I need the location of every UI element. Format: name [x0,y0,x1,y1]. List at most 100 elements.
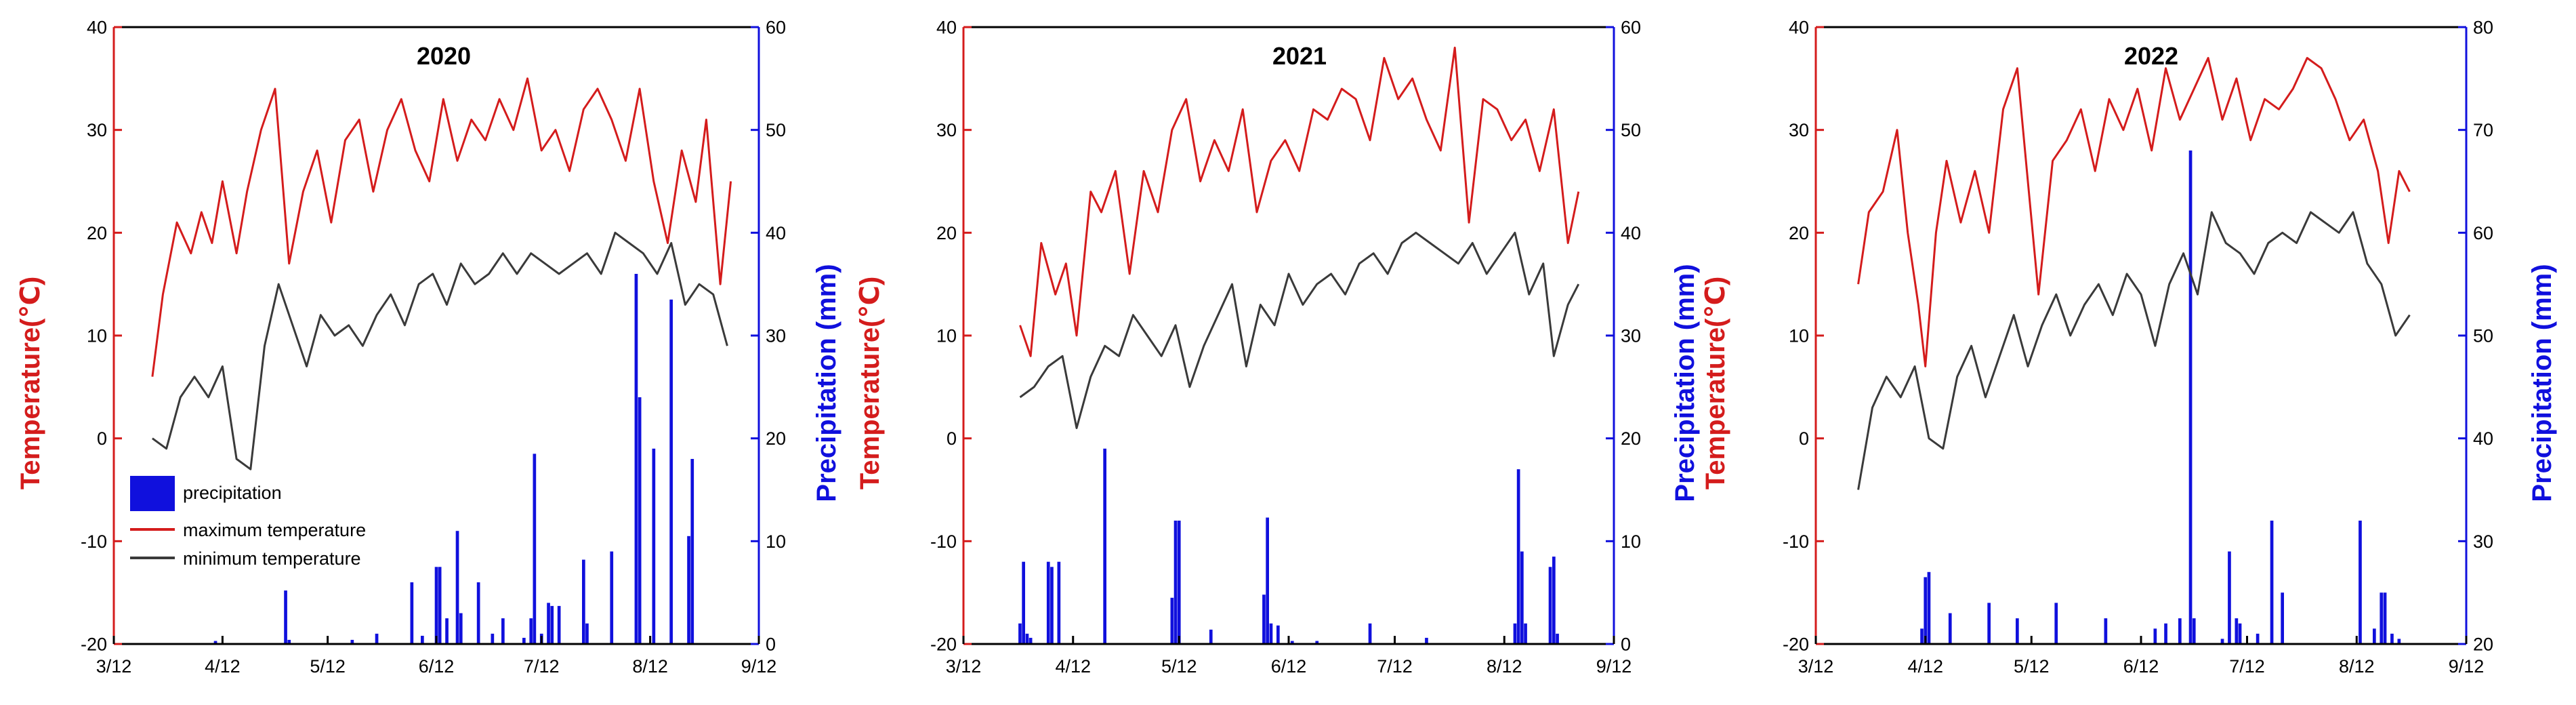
y-left-tick-label: 40 [1789,17,1809,37]
precipitation-bar [455,531,459,644]
y-right-tick-label: 30 [766,325,786,346]
precipitation-bar [1046,561,1050,644]
precipitation-bar [2359,521,2362,644]
max-temperature-line [1019,46,1580,357]
precipitation-bar [547,603,550,644]
precipitation-bar [2373,628,2376,645]
y-right-tick-label: 0 [1621,634,1631,654]
precipitation-bar [1177,521,1181,644]
x-tick-label: 5/12 [1161,656,1197,677]
precipitation-bar [1552,557,1556,644]
x-tick-label: 4/12 [1055,656,1091,677]
precipitation-bar [1987,603,1991,644]
precipitation-bar [213,641,217,644]
precipitation-bar [634,274,638,644]
precipitation-bar [501,618,505,644]
panel-2022: 2022 Temperature(℃) Precipitation (mm) -… [1701,17,2557,677]
x-tick-label: 3/12 [96,656,132,677]
y-axis-title-right: Precipitation (mm) [812,264,842,502]
y-axis-title-left: Temperature(℃) [855,277,885,489]
precipitation-bar [1262,595,1266,644]
precipitation-bar [1524,623,1527,644]
precipitation-bar [287,639,291,644]
precipitation-bar [1520,551,1524,644]
x-tick-label: 5/12 [310,656,346,677]
x-tick-label: 9/12 [2449,656,2485,677]
precipitation-bar [1425,637,1428,644]
precipitation-bar [638,397,642,644]
precipitation-bar [585,623,589,644]
x-tick-label: 3/12 [1798,656,1834,677]
precipitation-bar [557,605,561,644]
y-axis-title-left: Temperature(℃) [16,277,45,489]
y-left-tick-label: -10 [930,531,957,552]
y-right-tick-label: 40 [766,223,786,243]
y-left-tick-label: 40 [87,17,107,37]
precipitation-bar [1266,517,1269,644]
x-tick-label: 7/12 [1377,656,1413,677]
precipitation-bar [1170,597,1174,645]
precipitation-bar [1513,623,1517,644]
precipitation-bar [2390,633,2394,644]
y-right-tick-label: 80 [2473,17,2493,37]
x-tick-label: 8/12 [2339,656,2375,677]
precipitation-bar [375,633,379,644]
precipitation-bar [690,459,694,644]
y-right-tick-label: 60 [2473,223,2493,243]
legend-swatch-precipitation [130,476,175,511]
y-right-tick-label: 20 [766,428,786,449]
precipitation-bar [1209,629,1213,644]
x-tick-label: 7/12 [2229,656,2265,677]
y-left-tick-label: 0 [1799,428,1809,449]
precipitation-bar [550,605,554,644]
precipitation-bar [1050,567,1054,645]
precipitation-bar [434,567,438,645]
x-tick-label: 6/12 [419,656,455,677]
precipitation-bar [2164,623,2167,644]
precipitation-bar [2188,150,2193,644]
precipitation-bar [1022,561,1025,644]
precipitation-bar [1368,623,1372,644]
chart-title: 2022 [2124,42,2178,70]
y-right-tick-label: 60 [1621,17,1641,37]
y-left-tick-label: 20 [87,223,107,243]
y-left-tick-label: 10 [87,325,107,346]
precipitation-bar [669,299,673,644]
y-left-tick-label: 0 [947,428,957,449]
legend: precipitation maximum temperature minimu… [130,476,366,569]
precipitation-bar [1920,628,1924,645]
legend-label-min-temperature: minimum temperature [183,548,361,569]
max-temperature-line [1857,57,2411,367]
y-right-tick-label: 50 [1621,120,1641,140]
x-tick-label: 9/12 [1596,656,1632,677]
precipitation-bar [284,590,287,644]
x-tick-label: 7/12 [524,656,560,677]
precipitation-bar [1315,641,1319,644]
x-tick-label: 9/12 [741,656,777,677]
y-left-tick-label: -10 [1783,531,1809,552]
plot-area [1018,46,1580,645]
precipitation-bar [2270,521,2274,644]
precipitation-bar [2178,618,2182,644]
precipitation-bar [350,639,354,644]
precipitation-bar [2383,592,2387,644]
x-tick-label: 6/12 [2123,656,2159,677]
precipitation-bar [522,637,526,644]
precipitation-bar [2153,628,2157,645]
y-left-tick-label: 30 [936,120,957,140]
precipitation-bar [1927,571,1931,644]
precipitation-bar [2104,618,2108,644]
chart-title: 2021 [1272,42,1327,70]
plot-area [151,77,732,645]
y-left-tick-label: 10 [936,325,957,346]
precipitation-bar [445,618,449,644]
y-left-tick-label: 40 [936,17,957,37]
min-temperature-line [1019,231,1580,429]
y-right-tick-label: 20 [1621,428,1641,449]
precipitation-bar [2281,592,2284,644]
precipitation-bar [1173,521,1178,644]
precipitation-bar [2228,551,2231,644]
y-right-tick-label: 10 [766,531,786,552]
precipitation-bar [2256,633,2260,644]
